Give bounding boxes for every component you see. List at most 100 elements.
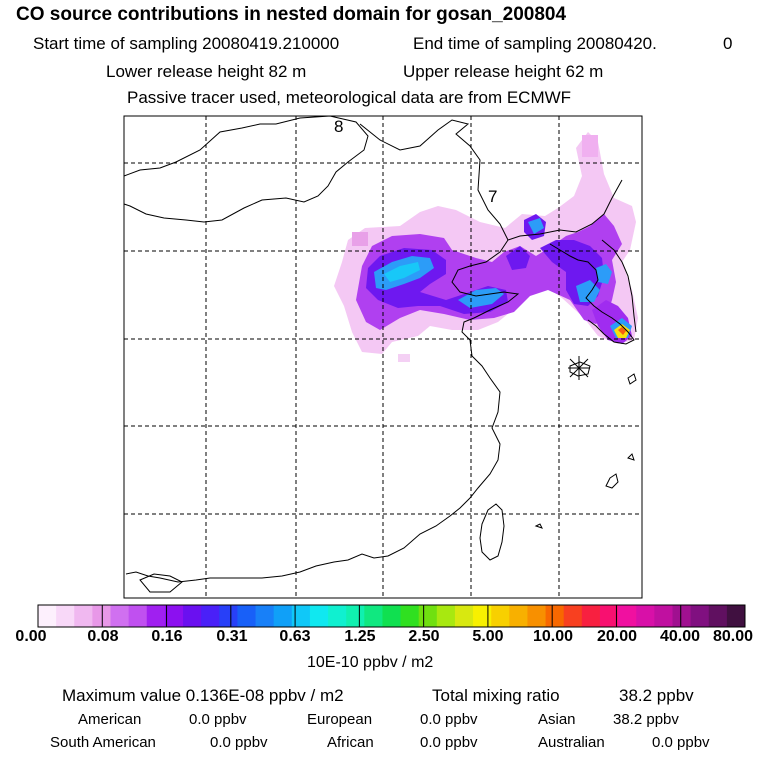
plume-blue-core <box>576 280 600 302</box>
colorbar-tick-label: 5.00 <box>472 628 504 645</box>
map-title: CO source contributions in nested domain… <box>16 4 567 25</box>
lower-release-label: Lower release height 82 m <box>106 62 307 81</box>
region-value: 0.0 ppbv <box>420 711 478 728</box>
island-hainan <box>139 573 183 593</box>
border-north <box>359 119 509 241</box>
colorbar-tick-label: 10.00 <box>532 628 574 645</box>
colorbar-swatch <box>618 605 637 627</box>
coastlines <box>123 115 637 593</box>
upper-release-label: Upper release height 62 m <box>403 62 604 81</box>
colorbar-swatch <box>255 605 275 627</box>
colorbar-swatch <box>599 605 619 627</box>
concentration-plume <box>334 132 638 362</box>
colorbar-swatch <box>201 605 220 627</box>
region-name: European <box>307 711 373 728</box>
max-value-label: Maximum value 0.136E-08 ppbv / m2 <box>62 686 344 705</box>
plume-blue-core <box>458 288 504 308</box>
coastline-china-north <box>123 115 369 223</box>
colorbar-tick-label: 1.25 <box>344 628 376 645</box>
plume-cyan-core <box>384 262 420 282</box>
region-name: Australian <box>538 734 605 751</box>
colorbar-unit: 10E-10 ppbv / m2 <box>307 654 434 671</box>
colorbar-swatch <box>708 605 728 627</box>
colorbar-swatch <box>56 605 75 627</box>
plume-blue-core <box>596 264 612 284</box>
colorbar-swatch <box>690 605 710 627</box>
colorbar-swatch <box>309 605 329 627</box>
plume-violet-coast <box>506 246 530 270</box>
colorbar-swatch <box>491 605 510 627</box>
border-korea-north <box>507 179 623 241</box>
colorbar-swatch <box>545 605 565 627</box>
colorbar-swatch <box>726 605 746 627</box>
colorbar-swatch <box>563 605 583 627</box>
colorbar-swatch <box>237 605 257 627</box>
colorbar-swatch <box>382 605 402 627</box>
region-value: 0.0 ppbv <box>210 734 268 751</box>
colorbar-swatch <box>38 605 57 627</box>
colorbar-swatch <box>581 605 601 627</box>
end-time-label: End time of sampling 20080420. <box>413 34 657 53</box>
coast-bohai <box>125 239 520 583</box>
colorbar-tick-label: 0.08 <box>87 628 119 645</box>
colorbar-swatch <box>672 605 692 627</box>
colorbar-swatch <box>128 605 148 627</box>
total-mixing-value: 38.2 ppbv <box>619 686 694 705</box>
region-name: Asian <box>538 711 576 728</box>
colorbar-tick-label: 20.00 <box>596 628 638 645</box>
region-name: African <box>327 734 374 751</box>
plume-blue-core <box>528 218 544 234</box>
end-time-suffix: 0 <box>723 34 733 53</box>
island-taiwan <box>479 503 505 561</box>
plume-pink-patch <box>352 232 368 246</box>
colorbar-swatch <box>273 605 293 627</box>
tracer-note: Passive tracer used, meteorological data… <box>127 88 572 107</box>
coast-korea-east <box>601 239 637 333</box>
colorbar-tick-label: 0.31 <box>216 628 248 645</box>
start-time-label: Start time of sampling 20080419.210000 <box>33 34 340 53</box>
plume-pink-patch <box>582 135 598 157</box>
map-frame <box>123 115 643 599</box>
colorbar-tick-label: 2.50 <box>408 628 440 645</box>
colorbar-swatch <box>164 605 184 627</box>
colorbar-swatch <box>291 605 311 627</box>
plume-pink-patch <box>398 354 410 362</box>
colorbar-swatch <box>364 605 383 627</box>
region-value: 0.0 ppbv <box>189 711 247 728</box>
colorbar-swatch <box>473 605 492 627</box>
colorbar-swatch <box>146 605 166 627</box>
colorbar-frame <box>37 604 746 628</box>
grid-label-7: 7 <box>488 187 497 206</box>
colorbar-tick-label: 0.16 <box>151 628 183 645</box>
region-name: South American <box>50 734 156 751</box>
colorbar-swatch <box>346 605 365 627</box>
island-cheju <box>569 361 591 377</box>
region-value: 38.2 ppbv <box>613 711 679 728</box>
grid-label-8: 8 <box>334 117 343 136</box>
colorbar-swatch <box>92 605 112 627</box>
colorbar-swatch <box>636 605 655 627</box>
plume-hotspot-center <box>618 327 626 335</box>
colorbar <box>37 604 746 628</box>
islands-japan-south <box>534 373 637 529</box>
colorbar-tick-label: 0.00 <box>15 628 47 645</box>
colorbar-swatch <box>400 605 420 627</box>
colorbar-swatch <box>328 605 347 627</box>
colorbar-tick-label: 40.00 <box>659 628 701 645</box>
colorbar-swatch <box>418 605 438 627</box>
colorbar-swatch <box>219 605 238 627</box>
total-mixing-label: Total mixing ratio <box>432 686 560 705</box>
colorbar-swatch <box>183 605 202 627</box>
colorbar-swatch <box>654 605 673 627</box>
colorbar-swatch <box>509 605 528 627</box>
colorbar-swatch <box>454 605 474 627</box>
asterisk-marker <box>568 356 590 380</box>
colorbar-swatch <box>527 605 547 627</box>
region-value: 0.0 ppbv <box>652 734 710 751</box>
region-value: 0.0 ppbv <box>420 734 478 751</box>
colorbar-swatch <box>110 605 130 627</box>
graticule <box>124 116 642 598</box>
colorbar-tick-label: 0.63 <box>279 628 311 645</box>
colorbar-tick-label: 80.00 <box>712 628 754 645</box>
